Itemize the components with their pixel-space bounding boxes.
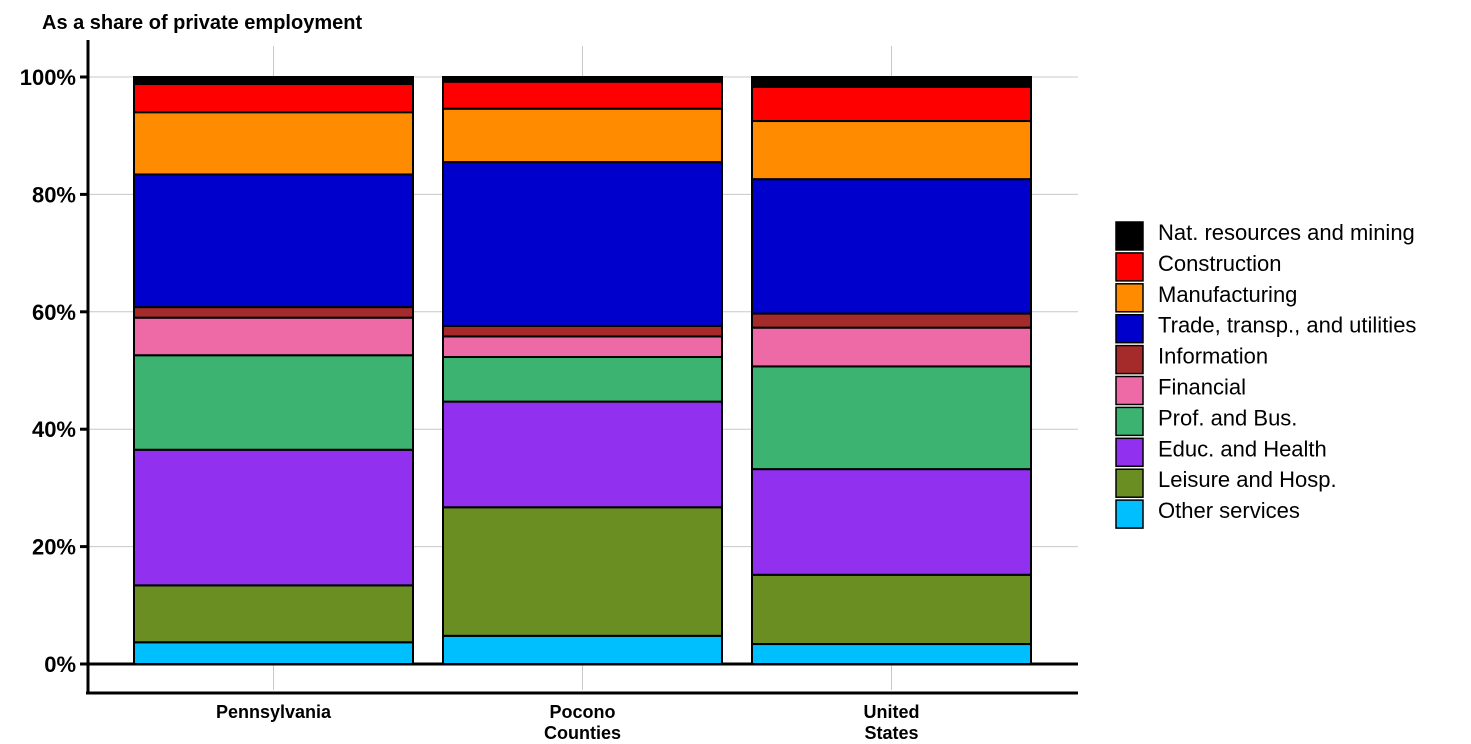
bar-segment-construction — [133, 83, 414, 114]
bar-segment-other-services — [133, 641, 414, 666]
bar-segment-manufacturing — [133, 111, 414, 176]
bar-segment-prof-and-bus — [751, 365, 1032, 471]
y-tick-label: 80% — [32, 182, 76, 207]
x-tick-label: Pennsylvania — [216, 702, 332, 722]
bar-segment-other-services — [751, 643, 1032, 665]
axes — [86, 40, 1078, 695]
legend-swatch-manufacturing — [1115, 283, 1144, 313]
legend-label-nat-resources-and-mining: Nat. resources and mining — [1158, 220, 1415, 245]
bar-segment-educ-and-health — [751, 468, 1032, 576]
legend-label-trade-transp-and-utilities: Trade, transp., and utilities — [1158, 313, 1416, 338]
legend: Nat. resources and mining Construction Man… — [1115, 220, 1416, 529]
bar-segment-trade-transp-and-utilities — [751, 178, 1032, 315]
legend-swatch-information — [1115, 344, 1144, 375]
bar-segment-trade-transp-and-utilities — [442, 161, 723, 327]
bar-segment-leisure-and-hosp — [442, 506, 723, 637]
y-tick-label: 40% — [32, 417, 76, 442]
legend-swatch-other-services — [1115, 499, 1144, 529]
bar-segment-information — [133, 306, 414, 319]
chart-title: As a share of private employment — [42, 12, 362, 34]
y-tick-label: 20% — [32, 535, 76, 560]
y-tick-labels: 0% 20% 40% 60% 80% 100% — [20, 65, 88, 677]
bar-segment-nat-resources-and-mining — [751, 76, 1032, 88]
bar-segment-financial — [442, 335, 723, 358]
bar-segment-prof-and-bus — [442, 355, 723, 403]
bar-segment-educ-and-health — [442, 400, 723, 509]
legend-label-other-services: Other services — [1158, 498, 1300, 523]
legend-label-financial: Financial — [1158, 375, 1246, 400]
bar-segment-other-services — [442, 634, 723, 665]
bar-segment-nat-resources-and-mining — [133, 76, 414, 86]
legend-swatch-nat-resources-and-mining — [1115, 221, 1144, 251]
x-tick-label: United — [864, 702, 920, 722]
legend-swatch-construction — [1115, 252, 1144, 282]
legend-swatch-prof-and-bus — [1115, 406, 1144, 437]
legend-swatch-leisure-and-hosp — [1115, 468, 1144, 498]
bar-segment-financial — [751, 326, 1032, 368]
bar-segment-trade-transp-and-utilities — [133, 173, 414, 309]
bar-segment-nat-resources-and-mining — [442, 76, 723, 83]
bar-segment-manufacturing — [751, 120, 1032, 181]
bar-segment-financial — [133, 316, 414, 357]
legend-label-construction: Construction — [1158, 251, 1282, 276]
legend-label-educ-and-health: Educ. and Health — [1158, 436, 1327, 461]
bar-segment-prof-and-bus — [133, 354, 414, 451]
legend-swatch-financial — [1115, 375, 1144, 406]
bar-segment-leisure-and-hosp — [751, 573, 1032, 646]
legend-label-manufacturing: Manufacturing — [1158, 282, 1297, 307]
y-tick-label: 0% — [44, 652, 76, 677]
bar-segment-educ-and-health — [133, 448, 414, 587]
legend-label-information: Information — [1158, 344, 1268, 369]
x-tick-label: Pocono — [550, 702, 616, 722]
legend-label-leisure-and-hosp: Leisure and Hosp. — [1158, 467, 1337, 492]
y-tick-label: 60% — [32, 300, 76, 325]
bar-segment-information — [751, 312, 1032, 329]
bar-segment-leisure-and-hosp — [133, 584, 414, 644]
legend-swatch-educ-and-health — [1115, 437, 1144, 468]
x-tick-label: Counties — [544, 723, 621, 743]
bar-segment-construction — [442, 80, 723, 110]
bar-segment-construction — [751, 85, 1032, 123]
y-tick-label: 100% — [20, 65, 76, 90]
legend-label-prof-and-bus: Prof. and Bus. — [1158, 405, 1297, 430]
bars — [133, 76, 1032, 666]
bar-segment-manufacturing — [442, 107, 723, 164]
x-tick-label: States — [864, 723, 918, 743]
legend-swatch-trade-transp-and-utilities — [1115, 313, 1144, 344]
bar-segment-information — [442, 324, 723, 338]
